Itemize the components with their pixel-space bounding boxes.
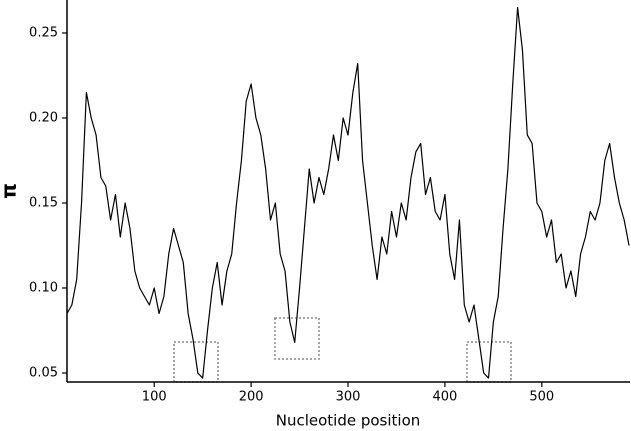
y-tick-label: 0.05 xyxy=(29,365,58,380)
highlight-box xyxy=(274,317,320,360)
y-axis-label: π xyxy=(0,183,21,199)
x-axis-label: Nucleotide position xyxy=(276,412,421,430)
highlight-boxes xyxy=(173,317,512,383)
x-tick-label: 200 xyxy=(239,390,264,405)
y-tick-label: 0.20 xyxy=(29,110,58,125)
y-tick-label: 0.10 xyxy=(29,280,58,295)
x-tick-label: 400 xyxy=(433,390,458,405)
series-line xyxy=(66,6,630,379)
y-tick-label: 0.25 xyxy=(29,25,58,40)
x-tick-label: 500 xyxy=(529,390,554,405)
y-tick-label: 0.15 xyxy=(29,195,58,210)
x-tick-label: 100 xyxy=(142,390,167,405)
x-tick-label: 300 xyxy=(336,390,361,405)
